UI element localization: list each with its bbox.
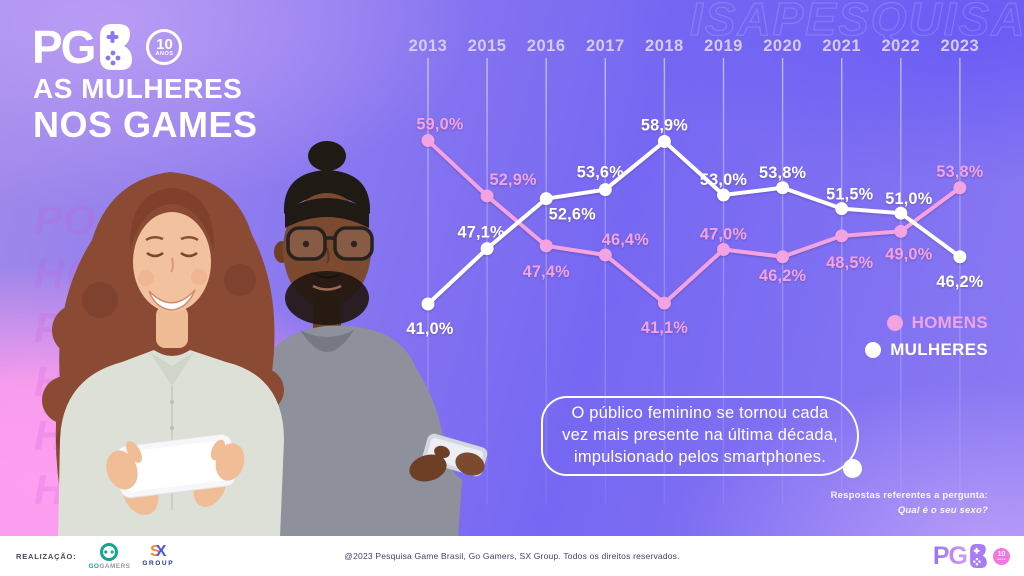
svg-text:2022: 2022: [881, 37, 920, 55]
svg-text:46,2%: 46,2%: [759, 267, 806, 285]
svg-text:53,6%: 53,6%: [577, 164, 624, 182]
ten-years-badge-small: 10 anos: [993, 547, 1010, 565]
svg-text:2016: 2016: [527, 37, 566, 55]
svg-text:41,1%: 41,1%: [641, 319, 688, 337]
homens-dot-icon: [886, 315, 903, 331]
copyright-text: @2023 Pesquisa Game Brasil, Go Gamers, S…: [344, 551, 680, 561]
callout-tail-dot: [843, 459, 862, 478]
svg-text:2021: 2021: [822, 37, 861, 55]
svg-text:49,0%: 49,0%: [885, 245, 932, 263]
svg-text:58,9%: 58,9%: [641, 116, 688, 134]
realization-label: REALIZAÇÃO:: [16, 551, 77, 561]
legend-item-homens: HOMENS: [886, 313, 988, 333]
pgb-logo-text: PG: [32, 21, 96, 73]
svg-text:2019: 2019: [704, 37, 743, 55]
title-line2: NOS GAMES: [33, 103, 258, 145]
svg-text:53,8%: 53,8%: [936, 163, 983, 181]
person-man-illustration: [256, 141, 488, 537]
watermark-fragment: PO: [34, 196, 97, 243]
gamepad-icon: [100, 24, 133, 70]
svg-text:59,0%: 59,0%: [416, 116, 463, 134]
legend-item-mulheres: MULHERES: [865, 340, 988, 360]
realization-block: REALIZAÇÃO: GOGAMERS SX GROUP: [16, 536, 174, 576]
ten-years-badge: 10 ANOS: [146, 29, 183, 65]
svg-text:51,5%: 51,5%: [826, 186, 873, 204]
svg-text:52,9%: 52,9%: [490, 171, 537, 189]
photo-two-people: [42, 141, 488, 537]
gamepad-icon: [970, 544, 987, 568]
svg-text:41,0%: 41,0%: [406, 320, 453, 338]
svg-text:2023: 2023: [941, 37, 980, 55]
insight-callout: O público feminino se tornou cada vez ma…: [541, 396, 859, 476]
svg-text:46,4%: 46,4%: [602, 231, 649, 249]
sx-group-logo: SX GROUP: [142, 542, 175, 568]
svg-text:48,5%: 48,5%: [826, 254, 873, 272]
svg-text:2013: 2013: [409, 37, 448, 55]
title-line1: AS MULHERES: [33, 73, 243, 104]
chart-legend: HOMENS MULHERES: [865, 313, 988, 360]
gogamers-wordmark: GOGAMERS: [88, 563, 131, 570]
callout-text: O público feminino se tornou cada vez ma…: [562, 404, 838, 466]
page-title: AS MULHERES NOS GAMES: [33, 73, 258, 145]
svg-text:53,0%: 53,0%: [700, 171, 747, 189]
watermark-top-right: ISAPESQUISA: [689, 0, 1024, 46]
svg-text:47,4%: 47,4%: [523, 263, 570, 281]
svg-text:2020: 2020: [763, 37, 802, 55]
svg-text:51,0%: 51,0%: [885, 190, 932, 208]
svg-text:46,2%: 46,2%: [936, 273, 983, 291]
svg-text:47,0%: 47,0%: [700, 226, 747, 244]
svg-text:47,1%: 47,1%: [458, 224, 505, 242]
footer-bar: REALIZAÇÃO: GOGAMERS SX GROUP @2023 Pesq…: [0, 536, 1024, 576]
pgb-logo: PG 10 ANOS: [32, 21, 183, 73]
survey-footnote: Respostas referentes a pergunta: Qual é …: [830, 490, 988, 516]
gogamers-icon: [100, 543, 119, 561]
pgb-footer-logo: PG 10 anos: [933, 536, 1010, 576]
svg-text:53,8%: 53,8%: [759, 164, 806, 182]
svg-text:2017: 2017: [586, 37, 625, 55]
svg-text:52,6%: 52,6%: [549, 206, 596, 224]
svg-text:2015: 2015: [468, 37, 507, 55]
gogamers-logo: GOGAMERS: [88, 542, 130, 570]
legend-label: HOMENS: [911, 313, 988, 332]
svg-text:2018: 2018: [645, 37, 684, 55]
mulheres-dot-icon: [865, 342, 882, 358]
legend-label: MULHERES: [890, 340, 988, 359]
person-woman-illustration: [42, 172, 284, 537]
